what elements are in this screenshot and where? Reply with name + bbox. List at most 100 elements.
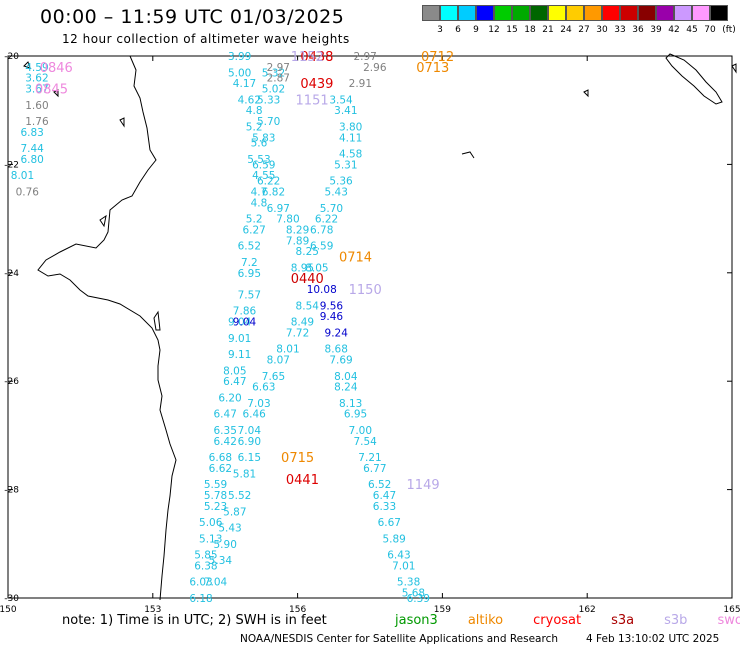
wave-height-label: 4.62: [238, 94, 261, 106]
wave-height-label: 6.46: [242, 409, 266, 421]
wave-height-label: 6.95: [238, 268, 261, 280]
wave-height-label: 8.49: [291, 317, 314, 329]
track-labels: 3.995.004.174.624.85.25.65.534.554.74.85…: [11, 51, 430, 605]
wave-height-label: 5.78: [204, 490, 227, 502]
wave-height-label: 2.87: [267, 73, 290, 85]
wave-height-label: 6.95: [344, 409, 367, 421]
scale-swatch: [710, 5, 728, 21]
scale-swatch: [494, 5, 512, 21]
wave-height-label: 7.01: [392, 560, 415, 572]
wave-height-label: 8.04: [334, 371, 358, 383]
wave-height-label: 6.97: [267, 203, 290, 215]
wave-height-label: 5.06: [199, 517, 223, 529]
island-8: [583, 89, 589, 98]
wave-height-label: 5.38: [397, 577, 420, 589]
wave-height-label: 7.89: [286, 235, 309, 247]
lat-tick-label: -20: [4, 52, 19, 62]
map-border: [7, 55, 733, 599]
wave-height-label: 6.52: [238, 241, 261, 253]
wave-height-label: 5.2: [246, 121, 263, 133]
scale-swatch: [602, 5, 620, 21]
scale-swatch: [512, 5, 530, 21]
wave-height-label: 5.89: [382, 533, 405, 545]
satellite-legend: jason3 altiko cryosat s3a s3b swot: [395, 613, 740, 628]
wave-height-label: 5.70: [257, 116, 280, 128]
wave-height-label: 7.44: [20, 143, 44, 155]
wave-height-label: 6.59: [252, 159, 275, 171]
scale-label: 70: [704, 25, 716, 35]
scale-swatch: [548, 5, 566, 21]
pass-time-label: 1152: [291, 50, 324, 65]
wave-height-label: 2.97: [267, 62, 290, 74]
wave-height-label: 8.29: [286, 224, 309, 236]
wave-height-label: 6.20: [218, 392, 241, 404]
wave-height-label: 7.21: [358, 452, 381, 464]
wave-height-label: 5.70: [320, 203, 343, 215]
scale-unit: (ft): [722, 25, 736, 35]
scale-swatch: [476, 5, 494, 21]
wave-height-label: 5.33: [257, 94, 280, 106]
lat-tick-label: -28: [4, 486, 19, 496]
wave-height-label: 5.68: [402, 588, 425, 600]
wave-height-label: 5.87: [223, 506, 246, 518]
scale-label: 27: [578, 25, 590, 35]
wave-height-label: 6.42: [214, 436, 237, 448]
island-2: [53, 89, 59, 98]
wave-height-label: 5.43: [218, 523, 241, 535]
lat-tick-label: -22: [4, 160, 19, 170]
wave-height-label: 6.39: [407, 593, 430, 605]
scale-swatch: [692, 5, 710, 21]
wave-height-label: 6.47: [223, 376, 246, 388]
legend-entry: s3b: [664, 613, 688, 628]
wave-height-label: 6.35: [214, 425, 237, 437]
wave-height-label: 7.04: [204, 577, 228, 589]
wave-height-label: 5.00: [228, 67, 251, 79]
pass-time-label: 0438: [300, 50, 333, 65]
wave-height-label: 5.36: [329, 176, 353, 188]
wave-height-label: 3.80: [339, 121, 362, 133]
wave-height-label: 6.63: [252, 382, 275, 394]
wave-height-label: 7.04: [238, 425, 262, 437]
scale-swatch: [458, 5, 476, 21]
wave-height-label: 8.05: [223, 365, 246, 377]
wave-height-label: 4.55: [252, 170, 275, 182]
wave-height-label: 9.04: [233, 317, 257, 329]
wave-height-label: 4.11: [339, 132, 362, 144]
wave-height-label: 6.22: [257, 176, 280, 188]
page-title: 00:00 – 11:59 UTC 01/03/2025: [40, 6, 345, 28]
wave-height-label: 6.82: [262, 187, 285, 199]
wave-height-label: 3.99: [228, 51, 251, 63]
wave-height-label: 3.54: [329, 94, 353, 106]
wave-height-label: 5.90: [214, 539, 237, 551]
scale-swatch: [674, 5, 692, 21]
axis-ticks: 150 153 156 159 162 165 -20 -22 -24 -26 -28 -30: [0, 52, 740, 615]
wave-height-label: 5.31: [334, 159, 357, 171]
wave-height-label: 7.72: [286, 327, 309, 339]
coastline: [23, 53, 737, 601]
scale-label: 30: [596, 25, 608, 35]
legend-entry: swot: [717, 613, 740, 628]
wave-height-label: 5.59: [204, 479, 227, 491]
wave-height-label: 6.78: [310, 224, 333, 236]
wave-height-label: 6.18: [189, 593, 212, 605]
wave-height-label: 5.53: [247, 154, 270, 166]
wave-height-label: 8.05: [305, 262, 328, 274]
wave-height-label: 8.68: [325, 344, 348, 356]
wave-height-label: 6.83: [20, 127, 43, 139]
wave-height-label: 4.8: [251, 197, 268, 209]
wave-height-label: 9.24: [325, 327, 349, 339]
scale-swatch: [656, 5, 674, 21]
wave-height-label: 6.90: [238, 436, 261, 448]
wave-height-label: 9.56: [320, 300, 344, 312]
scale-label: 33: [614, 25, 626, 35]
page-subtitle: 12 hour collection of altimeter wave hei…: [62, 32, 350, 46]
wave-height-label: 9.01: [228, 333, 251, 345]
australia-coast: [37, 55, 177, 601]
island-4: [99, 214, 107, 228]
scale-label: 12: [488, 25, 500, 35]
wave-height-label: 7.54: [353, 436, 377, 448]
scale-label: 18: [524, 25, 536, 35]
wave-height-label: 8.54: [296, 300, 320, 312]
lon-tick-label: 162: [579, 605, 596, 615]
